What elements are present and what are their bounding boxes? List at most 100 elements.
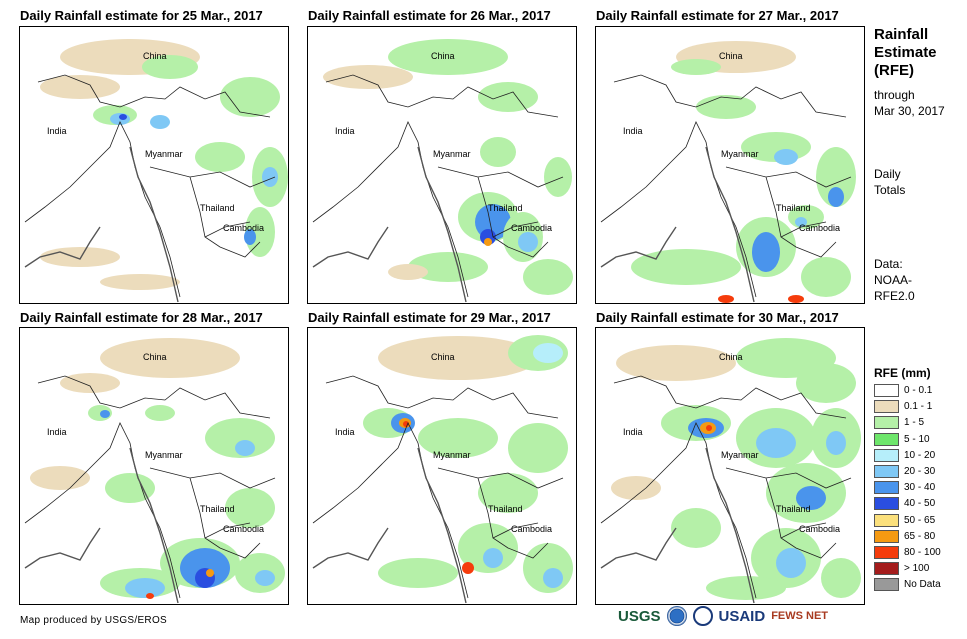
map-panel-6: China India Myanmar Thailand Cambodia (595, 327, 865, 605)
legend-row: > 100 (874, 561, 929, 576)
label-myanmar: Myanmar (721, 450, 759, 460)
rainfall-area (146, 593, 154, 599)
legend-row: 65 - 80 (874, 529, 935, 544)
rainfall-area (388, 39, 508, 75)
rainfall-area (408, 252, 488, 282)
coastline (24, 146, 179, 303)
rainfall-area (816, 147, 856, 207)
rainfall-area (378, 558, 458, 588)
data-source-line-1: Data: (874, 257, 903, 271)
legend-row: 10 - 20 (874, 448, 935, 463)
rainfall-area (60, 373, 120, 393)
legend-row: 50 - 65 (874, 513, 935, 528)
data-source-line-2: NOAA- (874, 273, 913, 287)
rainfall-area (631, 249, 741, 285)
rainfall-area (706, 576, 786, 600)
rainfall-area (796, 363, 856, 403)
label-thailand: Thailand (776, 504, 811, 514)
coastline (24, 447, 179, 604)
label-india: India (47, 427, 67, 437)
label-china: China (143, 352, 167, 362)
label-cambodia: Cambodia (223, 223, 265, 233)
rainfall-area (142, 55, 198, 79)
rainfall-area (105, 473, 155, 503)
rainfall-area (544, 157, 572, 197)
rainfall-area (40, 247, 120, 267)
legend-swatch (874, 529, 899, 543)
legend-swatch (874, 578, 899, 592)
country-borders (312, 74, 564, 298)
rainfall-area (752, 232, 780, 272)
rainfall-area (543, 568, 563, 588)
legend-label: No Data (904, 579, 941, 591)
label-thailand: Thailand (200, 203, 235, 213)
label-myanmar: Myanmar (145, 149, 183, 159)
legend-swatch (874, 481, 899, 495)
legend-row: 20 - 30 (874, 464, 935, 479)
rainfall-area (795, 217, 807, 227)
rainfall-area (484, 238, 492, 246)
rainfall-area (255, 570, 275, 586)
daily-totals: Daily Totals (874, 166, 905, 198)
rainfall-area (696, 95, 756, 119)
rainfall-area (235, 440, 255, 456)
rainfall-area (119, 114, 127, 120)
legend-label: 5 - 10 (904, 433, 930, 445)
rainfall-map-4 (24, 338, 285, 604)
usaid-logo: USAID (718, 607, 766, 625)
credit-text: Map produced by USGS/EROS (20, 615, 168, 626)
rainfall-area (100, 410, 110, 418)
rainfall-area (40, 75, 120, 99)
country-borders (24, 74, 276, 298)
data-source-line-3: RFE2.0 (874, 289, 915, 303)
label-india: India (335, 126, 355, 136)
legend-label: 10 - 20 (904, 449, 936, 461)
daily-totals-line-1: Daily (874, 167, 901, 181)
rainfall-area (323, 65, 413, 89)
legend-row: 40 - 50 (874, 496, 935, 511)
label-thailand: Thailand (488, 504, 523, 514)
rainfall-area (100, 274, 180, 290)
rainfall-map-5 (312, 335, 573, 604)
rainfall-area (378, 336, 538, 380)
rainfall-area (828, 187, 844, 207)
legend-row: 30 - 40 (874, 480, 935, 495)
rainfall-area (195, 142, 245, 172)
label-cambodia: Cambodia (223, 524, 265, 534)
label-india: India (47, 126, 67, 136)
legend-row: 1 - 5 (874, 415, 924, 430)
label-china: China (719, 51, 743, 61)
rainfall-area (458, 523, 518, 573)
legend-swatch (874, 448, 899, 462)
label-cambodia: Cambodia (511, 524, 553, 534)
legend-swatch (874, 513, 899, 527)
map-panel-5: China India Myanmar Thailand Cambodia (307, 327, 577, 605)
rainfall-map-2 (312, 39, 573, 303)
legend-swatch (874, 416, 899, 430)
rainfall-area (611, 476, 661, 500)
rfe-title: Rainfall Estimate (RFE) (874, 26, 937, 80)
rainfall-area (150, 115, 170, 129)
rainfall-area (30, 466, 90, 490)
rainfall-area (245, 207, 275, 257)
legend-row: No Data (874, 577, 941, 592)
rainfall-map-1 (24, 39, 288, 303)
label-china: China (719, 352, 743, 362)
legend-swatch (874, 546, 899, 559)
panel-title-2: Daily Rainfall estimate for 26 Mar., 201… (308, 8, 551, 23)
label-cambodia: Cambodia (511, 223, 553, 233)
label-myanmar: Myanmar (433, 149, 471, 159)
legend-swatch (874, 465, 899, 478)
rainfall-area (718, 295, 734, 303)
legend-swatch (874, 432, 899, 446)
rainfall-area (205, 418, 275, 458)
rainfall-area (220, 77, 280, 117)
legend-label: 20 - 30 (904, 466, 936, 477)
label-myanmar: Myanmar (145, 450, 183, 460)
rainfall-area (796, 486, 826, 510)
label-china: China (431, 352, 455, 362)
legend-label: 50 - 65 (904, 514, 936, 526)
rainfall-area (518, 232, 538, 252)
rainfall-area (145, 405, 175, 421)
label-cambodia: Cambodia (799, 524, 841, 534)
